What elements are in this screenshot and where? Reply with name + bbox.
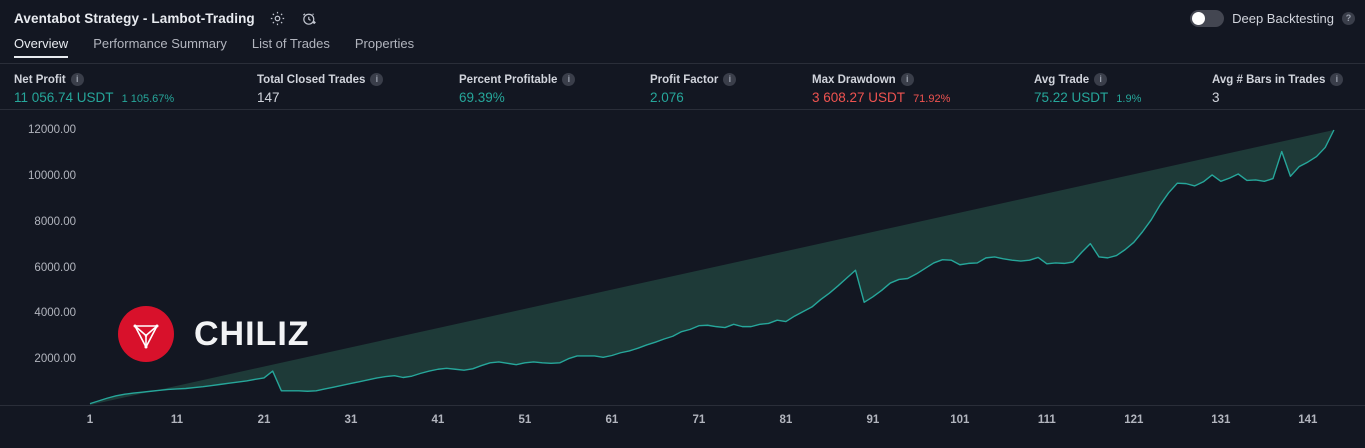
stat-value: 3: [1212, 90, 1220, 105]
x-axis-tick-label: 61: [605, 414, 619, 426]
stat-value-row: 2.076: [650, 90, 736, 105]
deep-backtesting-help-icon[interactable]: ?: [1342, 11, 1355, 25]
stat-percent: 71.92%: [913, 93, 951, 105]
equity-chart: CHILIZ 12000.00 10000.00 8000.00 6000.00 400…: [0, 110, 1365, 432]
tab-properties[interactable]: Properties: [354, 36, 415, 51]
stat-label: Profit Factor i: [650, 73, 737, 86]
x-axis-tick-label: 121: [1124, 414, 1144, 426]
stat-label-text: Total Closed Trades: [257, 73, 366, 86]
stat-info-icon[interactable]: i: [70, 73, 84, 86]
x-axis-tick-label: 31: [344, 414, 358, 426]
stat-card-avg-trade: Avg Trade i 75.22 USDT 1.9%: [1034, 73, 1141, 105]
stat-label-text: Net Profit: [14, 73, 66, 86]
stat-label: Percent Profitable i: [459, 73, 576, 86]
y-axis-tick-label: 8000.00: [34, 215, 76, 228]
stat-info-icon[interactable]: i: [723, 73, 737, 86]
x-axis-tick-label: 51: [518, 414, 532, 426]
stat-percent: 1.9%: [1116, 93, 1142, 105]
stat-label-text: Percent Profitable: [459, 73, 558, 86]
stat-value: 75.22 USDT: [1034, 90, 1109, 105]
y-axis-tick-label: 12000.00: [28, 124, 76, 136]
stat-label: Avg Trade i: [1034, 73, 1141, 86]
equity-curve-svg: [89, 129, 1335, 405]
stat-value-row: 69.39%: [459, 90, 575, 105]
deep-backtesting-control: Deep Backtesting ?: [1190, 0, 1355, 36]
deep-backtesting-label: Deep Backtesting: [1232, 10, 1334, 26]
x-axis-tick-label: 111: [1037, 414, 1056, 426]
tab-list-of-trades[interactable]: List of Trades: [251, 36, 330, 51]
stat-card-max-drawdown: Max Drawdown i 3 608.27 USDT 71.92%: [812, 73, 950, 105]
y-axis-labels: 12000.00 10000.00 8000.00 6000.00 4000.00 200…: [0, 110, 86, 432]
stat-info-icon[interactable]: i: [562, 73, 576, 86]
stat-card-total-closed-trades: Total Closed Trades i 147: [257, 73, 384, 105]
alarm-clock-plus-icon[interactable]: [301, 9, 319, 27]
x-axis-tick-label: 71: [692, 414, 706, 426]
stat-card-percent-profitable: Percent Profitable i 69.39%: [459, 73, 576, 105]
stat-label: Net Profit i: [14, 73, 174, 86]
tab-bar: Overview Performance Summary List of Tra…: [0, 36, 1365, 64]
stat-label-text: Avg Trade: [1034, 73, 1090, 86]
x-axis-tick-label: 81: [779, 414, 793, 426]
stat-label: Avg # Bars in Trades i: [1212, 73, 1344, 86]
x-axis-tick-label: 141: [1298, 414, 1318, 426]
panel-header: Aventabot Strategy - Lambot-Trading: [0, 0, 1365, 36]
stat-value-row: 75.22 USDT 1.9%: [1034, 90, 1141, 105]
stat-value: 2.076: [650, 90, 684, 105]
toggle-knob: [1192, 11, 1206, 25]
x-axis-tick-label: 131: [1211, 414, 1231, 426]
stat-label-text: Max Drawdown: [812, 73, 896, 86]
stat-info-icon[interactable]: i: [370, 73, 384, 86]
gear-icon[interactable]: [269, 9, 287, 27]
stat-value-row: 3 608.27 USDT 71.92%: [812, 90, 950, 105]
header-icon-group: [269, 9, 319, 27]
stat-value-row: 3: [1212, 90, 1343, 105]
stat-label: Total Closed Trades i: [257, 73, 384, 86]
y-axis-tick-label: 6000.00: [34, 261, 76, 274]
stat-card-profit-factor: Profit Factor i 2.076: [650, 73, 737, 105]
x-axis-labels: 1 11 21 31 41 51 61 71 81 91 101 111 121 131 141: [0, 406, 1365, 432]
y-axis-tick-label: 2000.00: [34, 353, 76, 366]
x-axis-tick-label: 21: [257, 414, 271, 426]
stat-info-icon[interactable]: i: [1330, 73, 1344, 86]
stat-card-net-profit: Net Profit i 11 056.74 USDT 1 105.67%: [14, 73, 174, 105]
x-axis-tick-label: 41: [431, 414, 445, 426]
stat-value: 3 608.27 USDT: [812, 90, 906, 105]
equity-line: [89, 129, 1335, 405]
stat-label: Max Drawdown i: [812, 73, 950, 86]
y-axis-tick-label: 4000.00: [34, 307, 76, 320]
stat-label-text: Avg # Bars in Trades: [1212, 73, 1326, 86]
tab-performance-summary[interactable]: Performance Summary: [93, 36, 227, 51]
x-axis-line: [0, 405, 1365, 406]
stat-label-text: Profit Factor: [650, 73, 719, 86]
x-axis-tick-label: 101: [950, 414, 970, 426]
tab-divider: [0, 63, 1365, 64]
stat-value-row: 147: [257, 90, 383, 105]
equity-area-fill: [90, 130, 1334, 405]
stat-value-row: 11 056.74 USDT 1 105.67%: [14, 90, 174, 105]
x-axis-tick-label: 1: [86, 414, 94, 426]
stat-value: 11 056.74 USDT: [14, 90, 114, 105]
summary-stats-row: Net Profit i 11 056.74 USDT 1 105.67% Total …: [0, 64, 1365, 110]
tab-overview[interactable]: Overview: [14, 36, 69, 58]
stat-value: 69.39%: [459, 90, 505, 105]
stat-percent: 1 105.67%: [121, 93, 175, 105]
stat-info-icon[interactable]: i: [1094, 73, 1108, 86]
x-axis-tick-label: 11: [170, 414, 184, 426]
x-axis-tick-label: 91: [866, 414, 880, 426]
stat-value: 147: [257, 90, 280, 105]
y-axis-tick-label: 10000.00: [28, 169, 76, 182]
stat-info-icon[interactable]: i: [900, 73, 914, 86]
deep-backtesting-toggle[interactable]: [1190, 9, 1225, 27]
page-title: Aventabot Strategy - Lambot-Trading: [14, 10, 255, 26]
stat-card-avg-bars-in-trades: Avg # Bars in Trades i 3: [1212, 73, 1344, 105]
